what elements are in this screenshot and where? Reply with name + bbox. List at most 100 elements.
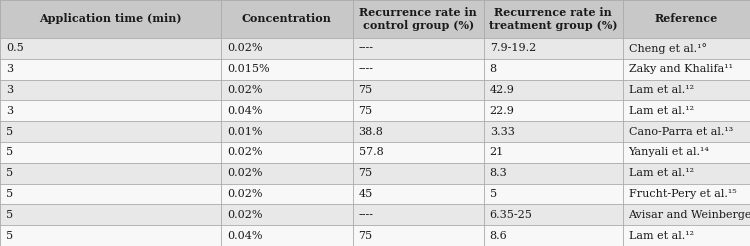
Bar <box>0 38 221 59</box>
Text: 21: 21 <box>490 147 504 157</box>
Text: ----: ---- <box>358 210 374 220</box>
Bar <box>221 100 352 121</box>
Text: 0.02%: 0.02% <box>227 43 262 53</box>
Bar <box>352 204 484 225</box>
Text: 0.02%: 0.02% <box>227 168 262 178</box>
Text: Lam et al.¹²: Lam et al.¹² <box>628 85 694 95</box>
Bar <box>484 225 622 246</box>
Text: 57.8: 57.8 <box>358 147 383 157</box>
Text: Application time (min): Application time (min) <box>39 14 182 25</box>
Text: 0.02%: 0.02% <box>227 210 262 220</box>
Text: 75: 75 <box>358 231 373 241</box>
Text: Lam et al.¹²: Lam et al.¹² <box>628 106 694 116</box>
Bar <box>221 142 352 163</box>
Bar <box>221 38 352 59</box>
Text: 5: 5 <box>6 189 13 199</box>
Bar <box>622 204 750 225</box>
Bar <box>221 59 352 80</box>
Bar <box>352 163 484 184</box>
Text: 0.02%: 0.02% <box>227 189 262 199</box>
Text: Zaky and Khalifa¹¹: Zaky and Khalifa¹¹ <box>628 64 733 74</box>
Bar <box>0 225 221 246</box>
Text: 75: 75 <box>358 106 373 116</box>
Bar <box>484 0 622 38</box>
Text: 0.02%: 0.02% <box>227 147 262 157</box>
Text: Cano-Parra et al.¹³: Cano-Parra et al.¹³ <box>628 127 733 137</box>
Text: 5: 5 <box>6 231 13 241</box>
Bar <box>221 184 352 204</box>
Bar <box>0 142 221 163</box>
Bar <box>622 184 750 204</box>
Bar <box>484 163 622 184</box>
Text: Reference: Reference <box>655 14 718 25</box>
Text: 0.01%: 0.01% <box>227 127 262 137</box>
Bar <box>221 80 352 100</box>
Text: Recurrence rate in
treatment group (%): Recurrence rate in treatment group (%) <box>489 7 617 31</box>
Text: Cheng et al.¹°: Cheng et al.¹° <box>628 43 706 54</box>
Bar <box>484 100 622 121</box>
Text: 0.5: 0.5 <box>6 43 24 53</box>
Bar <box>484 204 622 225</box>
Text: 45: 45 <box>358 189 373 199</box>
Text: Yanyali et al.¹⁴: Yanyali et al.¹⁴ <box>628 147 710 157</box>
Text: 5: 5 <box>490 189 496 199</box>
Bar <box>622 121 750 142</box>
Bar <box>0 204 221 225</box>
Bar <box>622 38 750 59</box>
Text: 3.33: 3.33 <box>490 127 514 137</box>
Bar <box>484 59 622 80</box>
Bar <box>484 38 622 59</box>
Text: Lam et al.¹²: Lam et al.¹² <box>628 231 694 241</box>
Bar <box>352 38 484 59</box>
Bar <box>622 59 750 80</box>
Text: Lam et al.¹²: Lam et al.¹² <box>628 168 694 178</box>
Text: 38.8: 38.8 <box>358 127 383 137</box>
Text: 0.04%: 0.04% <box>227 106 262 116</box>
Bar <box>484 184 622 204</box>
Bar <box>622 225 750 246</box>
Text: 0.02%: 0.02% <box>227 85 262 95</box>
Bar <box>484 142 622 163</box>
Bar <box>622 0 750 38</box>
Text: 0.015%: 0.015% <box>227 64 270 74</box>
Text: 8.6: 8.6 <box>490 231 508 241</box>
Bar <box>0 59 221 80</box>
Bar <box>352 59 484 80</box>
Bar <box>0 0 221 38</box>
Bar <box>352 142 484 163</box>
Text: ----: ---- <box>358 43 374 53</box>
Text: 3: 3 <box>6 64 13 74</box>
Bar <box>0 184 221 204</box>
Text: 8.3: 8.3 <box>490 168 508 178</box>
Text: Avisar and Weinberger¹⁶: Avisar and Weinberger¹⁶ <box>628 210 750 220</box>
Text: 5: 5 <box>6 147 13 157</box>
Text: Recurrence rate in
control group (%): Recurrence rate in control group (%) <box>359 7 477 31</box>
Text: 7.9-19.2: 7.9-19.2 <box>490 43 536 53</box>
Bar <box>0 100 221 121</box>
Text: 42.9: 42.9 <box>490 85 514 95</box>
Text: Frucht-Pery et al.¹⁵: Frucht-Pery et al.¹⁵ <box>628 189 736 199</box>
Text: Concentration: Concentration <box>242 14 332 25</box>
Text: 22.9: 22.9 <box>490 106 514 116</box>
Bar <box>221 225 352 246</box>
Bar <box>622 100 750 121</box>
Text: 5: 5 <box>6 127 13 137</box>
Bar <box>221 0 352 38</box>
Bar <box>484 80 622 100</box>
Text: 3: 3 <box>6 106 13 116</box>
Bar <box>622 163 750 184</box>
Bar <box>622 80 750 100</box>
Text: 5: 5 <box>6 168 13 178</box>
Bar <box>352 0 484 38</box>
Bar <box>352 80 484 100</box>
Bar <box>622 142 750 163</box>
Text: 8: 8 <box>490 64 496 74</box>
Text: 75: 75 <box>358 168 373 178</box>
Bar <box>0 163 221 184</box>
Text: ----: ---- <box>358 64 374 74</box>
Text: 3: 3 <box>6 85 13 95</box>
Bar <box>221 163 352 184</box>
Text: 75: 75 <box>358 85 373 95</box>
Bar <box>221 121 352 142</box>
Bar <box>0 80 221 100</box>
